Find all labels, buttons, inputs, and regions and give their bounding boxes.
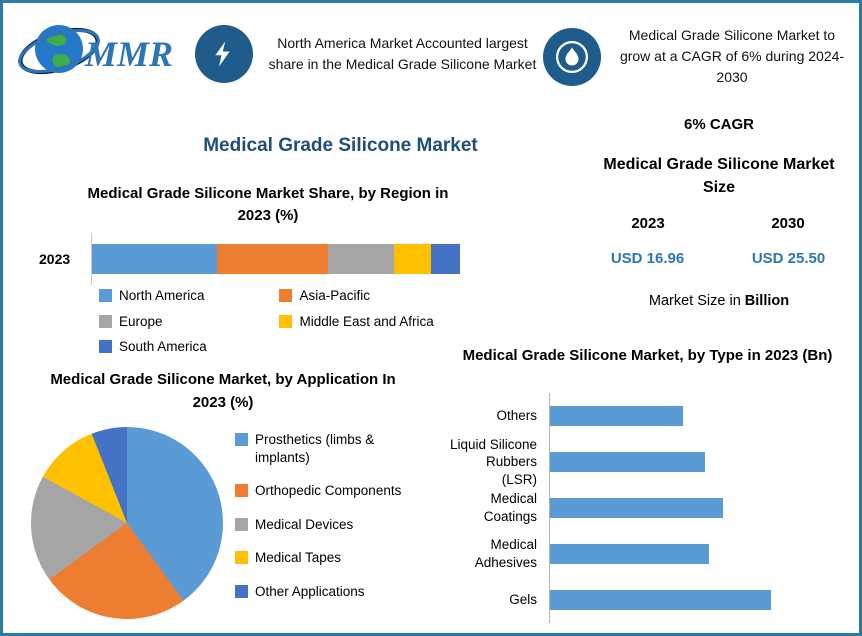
- type-category-label: Medical Coatings: [483, 491, 537, 524]
- region-chart-title: Medical Grade Silicone Market Share, by …: [87, 185, 449, 224]
- legend-item: Middle East and Africa: [279, 313, 475, 331]
- type-chart-row: Liquid Silicone Rubbers (LSR): [449, 437, 851, 487]
- lightning-icon: [195, 25, 253, 83]
- legend-item: Medical Tapes: [235, 549, 420, 567]
- type-bar: [550, 498, 723, 518]
- legend-item: Asia-Pacific: [279, 287, 475, 305]
- market-size-title: Medical Grade Silicone Market Size: [603, 156, 835, 197]
- type-chart-title: Medical Grade Silicone Market, by Type i…: [462, 347, 833, 364]
- mmr-logo: MMR: [17, 11, 192, 91]
- year-end: 2030: [771, 215, 805, 232]
- region-bar-segment: [430, 244, 460, 274]
- region-bar-segment: [217, 244, 328, 274]
- type-chart-row: Others: [449, 393, 851, 439]
- legend-label: Other Applications: [255, 583, 365, 599]
- region-bar-segment: [393, 244, 431, 274]
- legend-label: Medical Tapes: [255, 550, 342, 566]
- legend-label: Asia-Pacific: [299, 288, 370, 303]
- mmr-logo-graphic: MMR: [18, 25, 173, 75]
- year-start: 2023: [631, 215, 665, 232]
- legend-swatch: [235, 517, 248, 531]
- type-bar-area: [549, 577, 851, 623]
- legend-item: North America: [99, 287, 279, 305]
- legend-item: Medical Devices: [235, 516, 420, 534]
- page-title: Medical Grade Silicone Market: [203, 135, 478, 156]
- callout-cagr-text: Medical Grade Silicone Market to grow at…: [619, 27, 845, 85]
- type-chart-row: Medical Adhesives: [449, 531, 851, 577]
- legend-label: Orthopedic Components: [255, 483, 402, 499]
- legend-label: Medical Devices: [255, 516, 354, 532]
- legend-swatch: [235, 551, 248, 565]
- legend-swatch: [235, 484, 248, 498]
- legend-item: Europe: [99, 313, 279, 331]
- region-chart: 2023: [39, 233, 460, 285]
- region-bar-segment: [92, 244, 218, 274]
- legend-swatch: [279, 314, 293, 328]
- type-category-label: Gels: [509, 592, 537, 608]
- legend-item: Prosthetics (limbs & implants): [235, 431, 420, 466]
- application-pie-chart: [31, 427, 223, 619]
- cagr-label: 6% CAGR: [683, 116, 754, 133]
- type-bar-area: [549, 531, 851, 577]
- type-bar: [550, 590, 772, 610]
- market-size-note-unit: Billion: [744, 293, 790, 309]
- type-category-label: Liquid Silicone Rubbers (LSR): [449, 436, 537, 487]
- type-bar-area: [549, 393, 851, 439]
- type-bar-area: [549, 439, 851, 485]
- application-chart-title: Medical Grade Silicone Market, by Applic…: [50, 371, 396, 411]
- legend-swatch: [99, 289, 112, 302]
- market-size-note-prefix: Market Size in: [648, 293, 745, 309]
- market-size-values: USD 16.96 USD 25.50: [585, 250, 851, 267]
- legend-item: South America: [99, 338, 279, 356]
- market-size-note: Market Size in Billion: [601, 293, 837, 309]
- callout-cagr: Medical Grade Silicone Market to grow at…: [543, 25, 851, 88]
- type-chart-row: Medical Coatings: [449, 485, 851, 531]
- callout-north-america: North America Market Accounted largest s…: [195, 25, 540, 83]
- region-bar-segment: [327, 244, 394, 274]
- callout-north-america-text: North America Market Accounted largest s…: [268, 35, 537, 72]
- legend-swatch: [99, 340, 112, 354]
- mmr-logo-text: MMR: [84, 34, 173, 74]
- legend-item: Orthopedic Components: [235, 482, 420, 500]
- legend-swatch: [279, 289, 293, 302]
- region-axis-line: [91, 233, 92, 285]
- market-size-years: 2023 2030: [593, 215, 843, 232]
- type-bar-area: [549, 485, 851, 531]
- legend-label: Prosthetics (limbs & implants): [255, 432, 375, 465]
- legend-item: Other Applications: [235, 583, 420, 601]
- legend-swatch: [99, 314, 112, 328]
- legend-label: North America: [119, 288, 205, 303]
- legend-label: South America: [119, 339, 207, 355]
- value-end: USD 25.50: [751, 250, 826, 267]
- legend-swatch: [235, 433, 248, 446]
- type-category-label: Medical Adhesives: [474, 537, 537, 570]
- type-bar: [550, 544, 710, 564]
- region-stacked-bar: [92, 244, 460, 274]
- application-legend: Prosthetics (limbs & implants) Orthopedic…: [235, 431, 420, 600]
- region-row-label: 2023: [39, 251, 71, 267]
- value-start: USD 16.96: [610, 250, 685, 267]
- type-category-label: Others: [496, 408, 537, 424]
- type-bar-chart: Others Liquid Silicone Rubbers (LSR) Medic…: [449, 393, 851, 623]
- type-bar: [550, 452, 705, 472]
- legend-swatch: [235, 584, 248, 598]
- type-bar: [550, 406, 683, 426]
- region-legend: North America Asia-Pacific Europe Middle Ea…: [99, 287, 475, 356]
- legend-label: Europe: [119, 313, 163, 329]
- legend-label: Middle East and Africa: [299, 313, 434, 329]
- type-chart-row: Gels: [449, 577, 851, 623]
- flame-icon: [543, 27, 601, 86]
